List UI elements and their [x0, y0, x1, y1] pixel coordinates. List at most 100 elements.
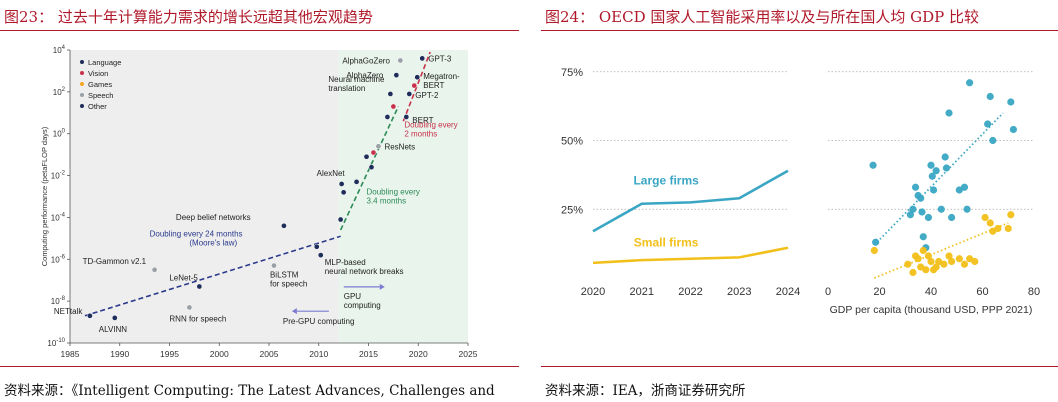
point-label: Megatron- [423, 72, 460, 81]
data-point [918, 208, 926, 216]
legend-label: Speech [88, 91, 113, 100]
data-point [111, 315, 118, 321]
legend-label: Language [88, 58, 121, 67]
data-point [384, 114, 391, 120]
x-tick-label: 40 [925, 286, 937, 298]
x-tick-label: 2021 [630, 286, 654, 298]
data-point [927, 161, 935, 169]
data-point [919, 246, 927, 255]
x-tick-label: 1995 [160, 349, 179, 359]
data-point [338, 181, 345, 187]
data-point [1007, 98, 1015, 106]
y-tick-label: 50% [561, 136, 583, 148]
data-point [904, 260, 912, 268]
data-point [963, 205, 971, 213]
series-line [592, 169, 789, 233]
point-label: TD-Gammon v2.1 [83, 257, 147, 266]
annotation-pre-gpu: Pre-GPU computing [283, 317, 355, 326]
data-point [911, 183, 920, 191]
data-point [948, 213, 956, 222]
point-label: Neural machine [328, 75, 385, 84]
data-point [955, 255, 963, 263]
y-tick-label: 75% [561, 67, 583, 79]
data-point [370, 149, 377, 156]
data-point [403, 114, 410, 120]
data-point [960, 183, 969, 191]
data-point [1009, 125, 1017, 134]
data-point [917, 194, 925, 202]
data-point [368, 164, 375, 171]
annotation-moores-law: (Moore's law) [189, 238, 237, 247]
legend-label: Games [88, 80, 112, 89]
x-tick-label: 1990 [110, 349, 129, 359]
point-label: for speech [270, 280, 307, 289]
data-point [397, 57, 404, 64]
data-point [375, 143, 382, 150]
figure-24-title: 图24： OECD 国家人工智能采用率以及与所在国人均 GDP 比较 [545, 8, 980, 26]
annotation-doubling-34: Doubling every [367, 187, 420, 196]
point-label: neural network breaks [325, 267, 404, 276]
x-tick-label: 2010 [309, 349, 328, 359]
trend-line [874, 222, 1009, 279]
data-point [186, 304, 193, 311]
y-tick-label: 10-10 [47, 338, 65, 348]
x-axis-title: GDP per capita (thousand USD, PPP 2021) [830, 304, 1033, 316]
x-tick-label: 80 [1028, 286, 1040, 298]
data-point [363, 153, 370, 160]
data-point [906, 211, 914, 219]
data-point [87, 312, 93, 319]
data-point [419, 55, 426, 62]
point-label: AlexNet [317, 169, 346, 178]
y-axis-title: Computing performance (petaFLOP days) [40, 126, 49, 266]
data-point [966, 79, 974, 87]
data-point [151, 266, 158, 273]
data-point [870, 246, 878, 255]
point-label: ResNets [384, 142, 415, 151]
point-label: NETtalk [54, 307, 83, 316]
data-point [387, 91, 394, 97]
legend-label: Other [88, 102, 107, 111]
data-point [909, 205, 917, 213]
x-tick-label: 2005 [260, 349, 279, 359]
x-tick-label: 2023 [727, 286, 751, 298]
right-figure: 图24： OECD 国家人工智能采用率以及与所在国人均 GDP 比较 75% 50… [541, 0, 1058, 402]
point-label: LeNet-5 [169, 273, 198, 282]
annotation-doubling-2: Doubling every [404, 120, 457, 129]
data-point [937, 205, 945, 213]
data-point [281, 222, 287, 229]
data-point [924, 252, 933, 260]
data-point [924, 213, 933, 222]
data-point [393, 72, 400, 78]
annotation-doubling-24: Doubling every 24 months [150, 229, 243, 238]
source-rule [541, 366, 1058, 367]
compute-growth-chart: 1985 1990 1995 2000 2005 2010 2015 2020 2025 10-1… [40, 45, 478, 359]
legend-label: Vision [88, 69, 108, 78]
title-rule [0, 30, 519, 31]
data-point [986, 92, 994, 101]
data-point [914, 255, 922, 263]
x-tick-label: 2015 [359, 349, 378, 359]
data-point [1004, 224, 1012, 233]
data-point [271, 262, 277, 269]
pre-gpu-region [70, 50, 339, 343]
data-point [942, 164, 951, 172]
data-point [929, 186, 938, 194]
figure-24-source: 资料来源：IEA，浙商证券研究所 [545, 383, 746, 399]
trend-line [402, 51, 431, 122]
data-point [414, 74, 421, 81]
trend-line [873, 112, 1004, 246]
x-tick-label: 2020 [409, 349, 428, 359]
data-point [406, 91, 413, 97]
gpu-region [338, 50, 468, 343]
data-point [981, 213, 989, 222]
data-point [986, 219, 994, 227]
data-point [941, 153, 949, 161]
series-label-small: Small firms [634, 235, 699, 249]
data-point [1007, 211, 1015, 219]
data-point [940, 260, 948, 268]
data-point [353, 179, 360, 185]
data-point [340, 189, 347, 196]
gpu-arrow-head [379, 283, 385, 290]
data-point [869, 161, 877, 169]
source-rule [0, 366, 519, 367]
